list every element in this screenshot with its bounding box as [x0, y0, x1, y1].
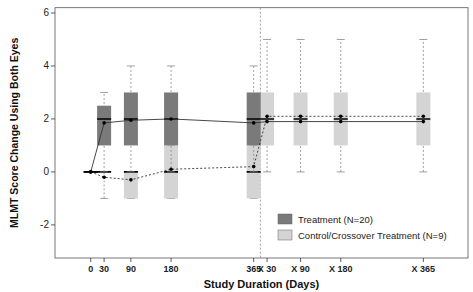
mean-dot: [422, 120, 426, 124]
mean-dot: [252, 121, 256, 125]
legend-swatch: [278, 230, 292, 240]
y-tick-label: -2: [40, 219, 49, 230]
x-tick-label: 30: [99, 264, 109, 274]
whisker-cap: [167, 171, 175, 172]
median: [247, 118, 261, 120]
whisker-cap: [100, 92, 108, 93]
mean-line: [91, 116, 424, 180]
mean-dot: [265, 120, 269, 124]
whisker-cap: [263, 171, 271, 172]
mean-dot: [129, 178, 133, 182]
median: [97, 118, 111, 120]
whisker-cap: [337, 171, 345, 172]
plot-area: [84, 8, 431, 258]
y-tick: [51, 118, 55, 119]
mean-dot: [89, 170, 93, 174]
whisker-cap: [127, 171, 135, 172]
mean-dot: [265, 114, 269, 118]
whisker-cap: [250, 65, 258, 66]
mean-dot: [422, 114, 426, 118]
x-tick-label: X 365: [412, 264, 436, 274]
whisker-cap: [297, 171, 305, 172]
box: [124, 172, 138, 198]
whisker-cap: [337, 39, 345, 40]
chart: -2024603090180365X 30X 90X 180X 365Study…: [0, 0, 473, 292]
y-tick-label: 6: [43, 7, 49, 18]
mean-dot: [102, 121, 106, 125]
y-tick-label: 0: [43, 166, 49, 177]
plot-frame: [55, 8, 468, 258]
whisker-cap: [127, 171, 135, 172]
y-tick: [51, 65, 55, 66]
box: [164, 145, 178, 198]
box: [294, 92, 308, 145]
box: [416, 92, 430, 145]
x-tick-label: 90: [126, 264, 136, 274]
box: [260, 92, 274, 145]
x-tick: [130, 258, 131, 262]
x-tick: [171, 258, 172, 262]
y-axis-label: MLMT Score Change Using Both Eyes: [8, 38, 20, 228]
mean-dot: [89, 170, 93, 174]
whisker-cap: [100, 171, 108, 172]
x-axis-label: Study Duration (Days): [204, 278, 320, 290]
mean-dot: [339, 114, 343, 118]
whisker-cap: [100, 198, 108, 199]
legend-label: Treatment (N=20): [298, 214, 373, 225]
box: [247, 92, 261, 145]
legend-label: Control/Crossover Treatment (N=9): [298, 230, 447, 241]
y-tick: [51, 171, 55, 172]
mean-line: [91, 119, 424, 172]
x-tick-label: X 90: [291, 264, 310, 274]
x-tick-label: X 30: [258, 264, 277, 274]
x-tick: [104, 258, 105, 262]
y-tick: [51, 224, 55, 225]
x-tick: [90, 258, 91, 262]
median: [294, 118, 308, 120]
x-tick-label: 180: [164, 264, 179, 274]
mean-dot: [169, 167, 173, 171]
x-tick: [253, 258, 254, 262]
whisker-cap: [127, 65, 135, 66]
median: [334, 118, 348, 120]
box: [334, 92, 348, 145]
x-tick: [300, 258, 301, 262]
median: [416, 118, 430, 120]
whisker-cap: [263, 39, 271, 40]
x-tick: [423, 258, 424, 262]
x-tick-label: X 180: [329, 264, 353, 274]
mean-dot: [339, 120, 343, 124]
mean-dot: [299, 120, 303, 124]
y-tick-label: 4: [43, 60, 49, 71]
x-tick: [267, 258, 268, 262]
whisker-cap: [100, 171, 108, 172]
box: [247, 145, 261, 198]
whisker-cap: [419, 39, 427, 40]
mean-dot: [299, 114, 303, 118]
mean-dot: [252, 165, 256, 169]
box: [124, 92, 138, 145]
whisker-cap: [297, 39, 305, 40]
y-tick-label: 2: [43, 113, 49, 124]
y-tick: [51, 12, 55, 13]
median: [260, 118, 274, 120]
box: [97, 171, 111, 172]
whisker-cap: [250, 171, 258, 172]
whisker-cap: [167, 65, 175, 66]
mean-dot: [169, 117, 173, 121]
x-tick-label: 0: [88, 264, 93, 274]
legend-swatch: [278, 214, 292, 224]
x-tick: [340, 258, 341, 262]
mean-dot: [102, 175, 106, 179]
whisker-cap: [419, 171, 427, 172]
mean-dot: [129, 118, 133, 122]
